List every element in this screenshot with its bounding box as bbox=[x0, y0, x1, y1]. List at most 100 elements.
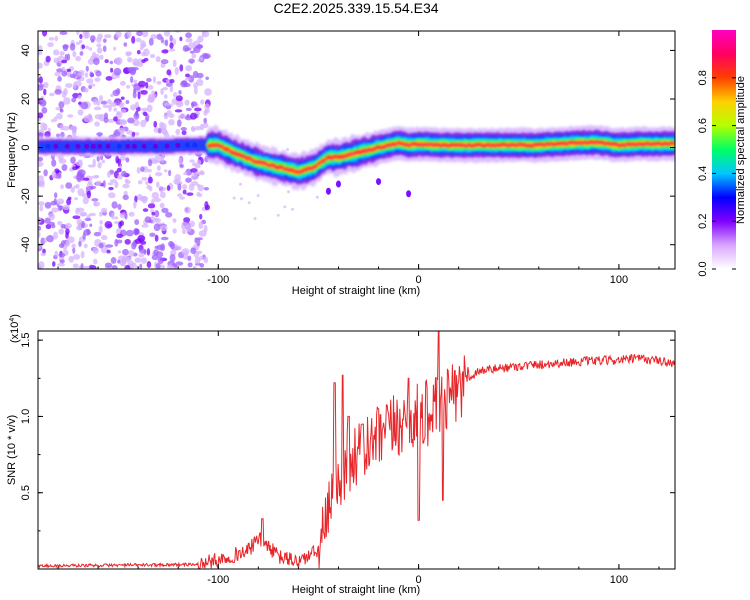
noise-point bbox=[87, 180, 93, 185]
noise-point bbox=[68, 255, 75, 263]
noise-point bbox=[75, 183, 80, 189]
noise-point bbox=[179, 196, 185, 200]
noise-point bbox=[180, 113, 186, 118]
noise-point bbox=[74, 197, 78, 201]
noise-point bbox=[54, 71, 61, 77]
noise-point bbox=[59, 31, 68, 36]
spectrogram-xlabel: Height of straight line (km) bbox=[292, 285, 420, 297]
noise-point bbox=[122, 248, 129, 256]
noise-point bbox=[179, 163, 184, 168]
noise-point bbox=[139, 240, 147, 245]
noise-point bbox=[40, 252, 46, 257]
y-tick-label: 0 bbox=[20, 145, 32, 151]
noise-point bbox=[150, 34, 158, 40]
noise-point bbox=[194, 256, 201, 265]
noise-point bbox=[73, 253, 81, 260]
noise-point bbox=[54, 35, 59, 42]
noise-point bbox=[190, 168, 198, 173]
noise-point bbox=[94, 121, 100, 127]
noise-point bbox=[195, 171, 200, 175]
noise-point bbox=[140, 257, 147, 264]
noise-point bbox=[158, 185, 164, 193]
noise-point bbox=[177, 183, 182, 191]
noise-point bbox=[185, 32, 192, 39]
noise-point bbox=[61, 59, 67, 64]
noise-point bbox=[81, 193, 87, 198]
noise-point bbox=[39, 205, 44, 212]
noise-point bbox=[183, 217, 191, 223]
snr-multiplier-close: ) bbox=[9, 314, 21, 318]
noise-point bbox=[176, 119, 182, 127]
noise-point bbox=[71, 129, 77, 137]
noise-point bbox=[147, 203, 156, 209]
noise-point bbox=[88, 212, 97, 217]
noise-point bbox=[44, 131, 51, 138]
noise-point bbox=[166, 185, 171, 191]
noise-point bbox=[135, 37, 142, 43]
x-tick-label: -100 bbox=[207, 274, 229, 286]
spectrogram-ylabel: Frequency (Hz) bbox=[6, 112, 18, 188]
noise-point bbox=[124, 238, 131, 245]
noise-point bbox=[147, 219, 154, 224]
noise-point bbox=[290, 207, 294, 211]
noise-point bbox=[69, 73, 76, 79]
noise-point bbox=[192, 70, 199, 79]
noise-point bbox=[125, 99, 130, 105]
noise-point bbox=[114, 181, 119, 189]
noise-point bbox=[177, 193, 183, 197]
noise-point bbox=[133, 88, 137, 94]
spectrogram-heatmap bbox=[38, 31, 675, 269]
noise-point bbox=[60, 131, 65, 138]
noise-point bbox=[75, 41, 81, 46]
noise-point bbox=[102, 180, 106, 188]
noise-point bbox=[94, 77, 101, 82]
noise-point bbox=[85, 45, 89, 50]
noise-point bbox=[134, 257, 142, 263]
noise-point bbox=[253, 217, 257, 221]
noise-point bbox=[178, 90, 182, 95]
noise-point bbox=[147, 159, 153, 167]
noise-point bbox=[111, 201, 118, 209]
noise-point bbox=[83, 87, 89, 93]
noise-point bbox=[199, 170, 205, 176]
noise-point bbox=[47, 42, 54, 48]
y-tick-label: 0.5 bbox=[20, 485, 32, 500]
colorbar-tick-label: 0.2 bbox=[697, 214, 709, 229]
noise-point bbox=[76, 31, 80, 36]
noise-point bbox=[191, 127, 197, 131]
noise-point bbox=[67, 114, 74, 118]
noise-point bbox=[83, 243, 88, 249]
noise-point bbox=[53, 116, 58, 123]
noise-point bbox=[115, 155, 120, 164]
noise-point bbox=[95, 180, 102, 186]
noise-point bbox=[75, 55, 82, 62]
noise-point bbox=[105, 244, 114, 248]
noise-point bbox=[185, 225, 192, 232]
noise-point bbox=[53, 231, 59, 240]
noise-point bbox=[61, 66, 66, 72]
noise-point bbox=[127, 57, 133, 63]
ridge-blob bbox=[125, 143, 131, 149]
noise-point bbox=[142, 31, 149, 38]
noise-point bbox=[125, 157, 130, 163]
noise-point bbox=[66, 68, 71, 73]
noise-point bbox=[141, 195, 148, 204]
noise-point bbox=[63, 97, 71, 105]
noise-point bbox=[159, 202, 165, 209]
noise-point bbox=[77, 94, 82, 100]
noise-point bbox=[185, 73, 191, 78]
noise-point bbox=[196, 238, 201, 247]
noise-point bbox=[38, 242, 42, 249]
noise-point bbox=[204, 103, 210, 111]
noise-point bbox=[129, 66, 137, 74]
noise-point bbox=[186, 192, 194, 196]
noise-point bbox=[98, 225, 103, 234]
noise-point bbox=[180, 127, 187, 131]
noise-point bbox=[93, 106, 102, 111]
noise-point bbox=[72, 50, 77, 58]
colorbar-tick-label: 0.6 bbox=[697, 118, 709, 133]
noise-point bbox=[154, 155, 162, 164]
noise-point bbox=[38, 156, 44, 162]
noise-point bbox=[189, 220, 195, 228]
noise-point bbox=[131, 131, 136, 138]
